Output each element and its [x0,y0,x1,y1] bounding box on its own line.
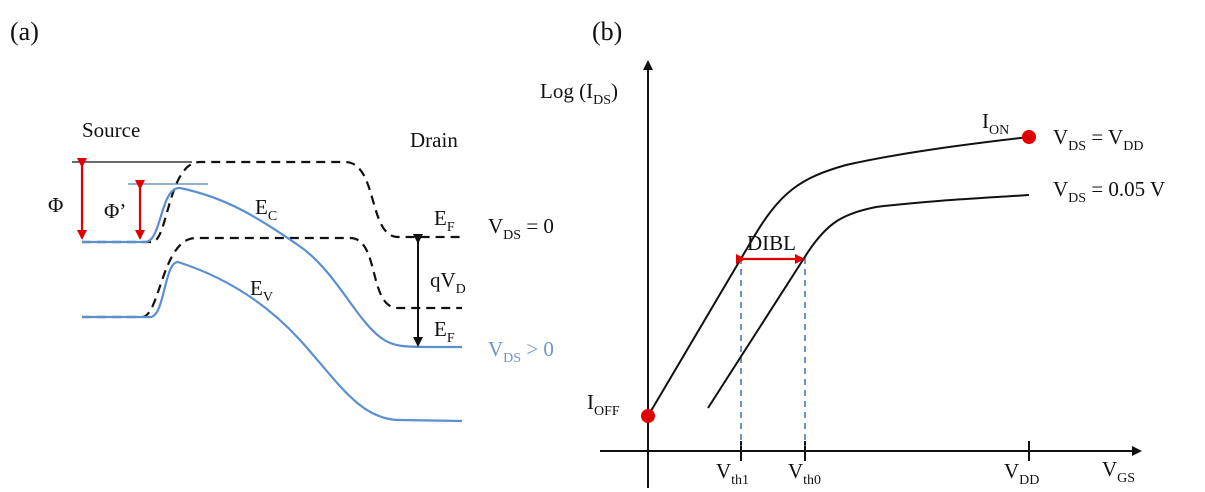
i-on-label: ION [982,109,1009,138]
phi-label: Φ [48,193,63,217]
vdd-label: VDD [1004,459,1039,488]
vds-positive-label: VDS > 0 [488,337,554,366]
qvd-label: qVD [430,268,466,297]
dibl-label: DIBL [747,231,796,255]
ec-vds0-dashed [82,160,462,244]
source-label: Source [82,118,140,142]
panel-b: (b) Log (IDS) VGS DIBL ION IOFF VDS = VD… [540,17,1165,488]
vds-005-label: VDS = 0.05 V [1053,177,1165,206]
panel-a: (a) Source Drain Φ Φ’ qVD EC EV EF EF VD… [10,17,554,423]
i-off-label: IOFF [587,390,620,419]
i-off-marker [641,409,655,423]
i-on-marker [1022,130,1036,144]
ec-vds-positive-curve [82,186,462,349]
phi-prime-label: Φ’ [104,199,126,223]
vth1-label: Vth1 [716,459,749,488]
ef-top-label: EF [434,206,455,235]
vds-vdd-label: VDS = VDD [1053,125,1143,154]
vth0-label: Vth0 [788,459,821,488]
ec-label: EC [255,195,277,224]
drain-label: Drain [410,128,458,152]
ev-vds-positive-curve [82,260,463,423]
vds-zero-label: VDS = 0 [488,214,554,243]
panel-a-label: (a) [10,17,39,46]
x-axis-label: VGS [1102,457,1135,486]
ev-label: EV [250,276,273,305]
ev-vds0-dashed [82,236,462,319]
curve-vds-vdd [647,136,1030,417]
y-axis-label: Log (IDS) [540,79,618,108]
panel-b-label: (b) [592,17,622,46]
ef-bottom-label: EF [434,317,455,346]
curve-vds-005 [707,194,1030,409]
